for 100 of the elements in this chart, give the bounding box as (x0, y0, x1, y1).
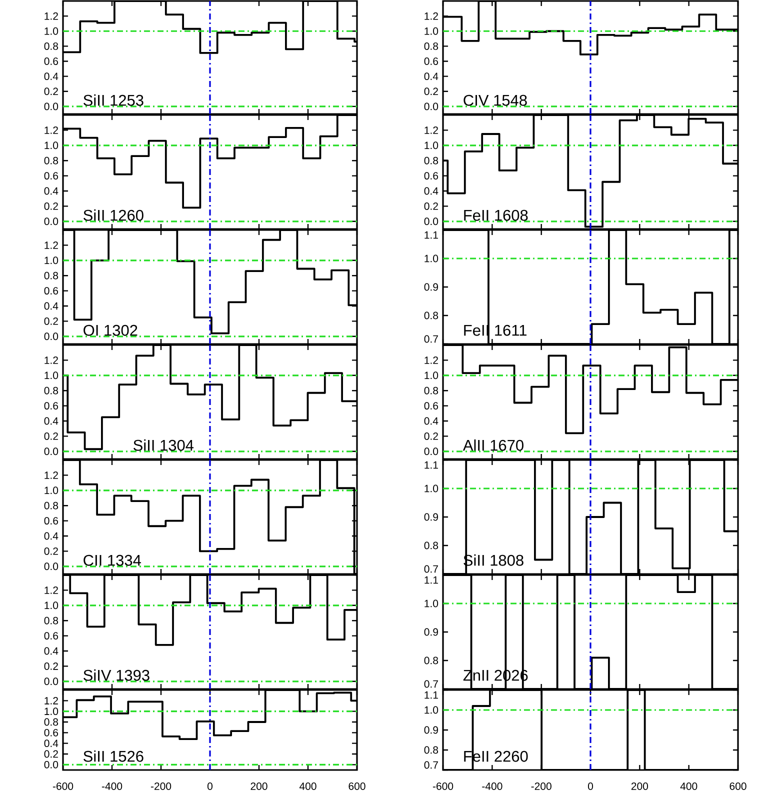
x-tick-label: 0 (207, 782, 212, 790)
y-tick-label: 0.2 (44, 547, 58, 555)
y-tick-label: 0.9 (424, 283, 438, 291)
text: AlII 1670 (462, 439, 524, 451)
y-tick-label: 0.4 (424, 417, 438, 425)
y-tick-label: 0.0 (44, 448, 58, 456)
y-tick-label: 1.1 (424, 691, 438, 699)
y-tick-label: 0.0 (44, 678, 58, 686)
y-tick-label: 1.0 (44, 708, 58, 716)
x-tick-label: -400 (102, 782, 122, 790)
y-tick-label: 0.8 (44, 272, 58, 280)
y-tick-label: 0.7 (424, 335, 438, 343)
y-tick-label: 0.2 (44, 88, 58, 96)
x-tick-label: 200 (631, 782, 648, 790)
text: SiIV 1393 (84, 669, 150, 681)
y-tick-label: 1.2 (44, 12, 58, 20)
y-tick-label: 0.7 (424, 680, 438, 688)
y-tick-label: 1.0 (44, 142, 58, 150)
y-tick-label: 0.7 (424, 761, 438, 769)
y-tick-label: 1.2 (44, 586, 58, 594)
y-tick-label: 1.1 (424, 231, 438, 239)
y-tick-label: 0.8 (44, 386, 58, 394)
y-tick-label: 0.6 (424, 402, 438, 410)
y-tick-label: 0.2 (424, 202, 438, 210)
y-tick-label: 0.6 (424, 58, 438, 65)
x-tick-label: 0 (588, 782, 594, 790)
text: SiII 1253 (84, 94, 144, 106)
y-tick-label: 0.7 (424, 565, 438, 573)
y-tick-label: 1.0 (44, 602, 58, 610)
y-tick-label: 0.8 (44, 502, 58, 510)
text: CII 1334 (84, 554, 141, 566)
x-tick-label: 200 (250, 782, 268, 790)
y-tick-label: 0.8 (424, 156, 438, 164)
y-tick-label: 0.8 (424, 746, 438, 754)
y-tick-label: 0.8 (424, 42, 438, 50)
y-tick-label: 0.6 (44, 517, 58, 525)
y-tick-label: 1.0 (424, 372, 438, 380)
x-tick-label: -200 (531, 782, 552, 790)
y-tick-label: 1.2 (44, 242, 58, 249)
y-tick-label: 0.0 (424, 102, 438, 110)
y-tick-label: 0.6 (44, 402, 58, 410)
y-tick-label: 0.2 (424, 432, 438, 440)
y-tick-label: 1.0 (424, 142, 438, 150)
y-tick-label: 1.0 (424, 27, 438, 35)
y-tick-label: 1.1 (424, 461, 438, 469)
x-tick-label: 600 (348, 782, 366, 790)
x-tick-label: -600 (52, 782, 74, 790)
y-tick-label: 0.0 (424, 448, 438, 456)
y-tick-label: 0.6 (424, 172, 438, 180)
y-tick-label: 0.0 (44, 760, 58, 768)
y-tick-label: 1.0 (44, 27, 58, 35)
y-tick-label: 0.6 (44, 58, 58, 65)
y-tick-label: 1.0 (44, 486, 58, 494)
y-tick-label: 1.2 (44, 697, 58, 704)
y-tick-label: 0.8 (44, 718, 58, 726)
y-tick-label: 0.2 (424, 88, 438, 96)
y-tick-label: 0.4 (44, 740, 58, 748)
y-tick-label: 0.8 (424, 656, 438, 664)
y-tick-label: 0.8 (424, 386, 438, 394)
y-tick-label: 0.0 (44, 332, 58, 340)
y-tick-label: 0.4 (44, 72, 58, 80)
y-tick-label: 1.0 (424, 254, 438, 262)
y-tick-label: 1.2 (44, 472, 58, 479)
y-tick-label: 1.2 (44, 126, 58, 134)
y-tick-label: 1.0 (424, 484, 438, 492)
x-tick-label: -600 (432, 782, 454, 790)
y-tick-label: 0.2 (44, 202, 58, 210)
y-tick-label: 0.0 (44, 562, 58, 570)
y-tick-label: 0.8 (424, 312, 438, 320)
y-tick-label: 0.4 (424, 187, 438, 195)
y-tick-label: 1.2 (44, 356, 58, 364)
y-tick-label: 0.8 (44, 156, 58, 164)
y-tick-label: 0.9 (424, 628, 438, 636)
y-tick-label: 0.4 (44, 647, 58, 655)
y-tick-label: 0.8 (44, 616, 58, 624)
y-tick-label: 1.0 (44, 372, 58, 380)
y-tick-label: 1.0 (44, 256, 58, 264)
y-tick-label: 0.0 (44, 102, 58, 110)
y-tick-label: 0.2 (44, 317, 58, 325)
x-tick-label: -400 (482, 782, 502, 790)
y-tick-label: 0.0 (424, 218, 438, 226)
y-tick-label: 0.8 (424, 542, 438, 550)
y-tick-label: 0.6 (44, 632, 58, 640)
x-tick-label: 600 (730, 782, 746, 790)
y-tick-label: 0.0 (44, 218, 58, 226)
y-tick-label: 0.6 (44, 172, 58, 180)
text: CIV 1548 (464, 94, 527, 106)
y-tick-label: 0.4 (44, 302, 58, 310)
y-tick-label: 0.4 (424, 72, 438, 80)
text: OI 1302 (84, 324, 138, 336)
y-tick-label: 0.4 (44, 417, 58, 425)
y-tick-label: 0.9 (424, 726, 438, 734)
y-tick-label: 1.2 (424, 126, 438, 134)
y-tick-label: 0.4 (44, 532, 58, 540)
y-tick-label: 0.6 (44, 728, 58, 736)
text: SiII 1304 (134, 439, 194, 451)
y-tick-label: 0.9 (424, 513, 438, 521)
y-tick-label: 1.0 (424, 706, 438, 714)
y-tick-label: 1.1 (424, 576, 438, 584)
y-tick-label: 0.6 (44, 287, 58, 295)
